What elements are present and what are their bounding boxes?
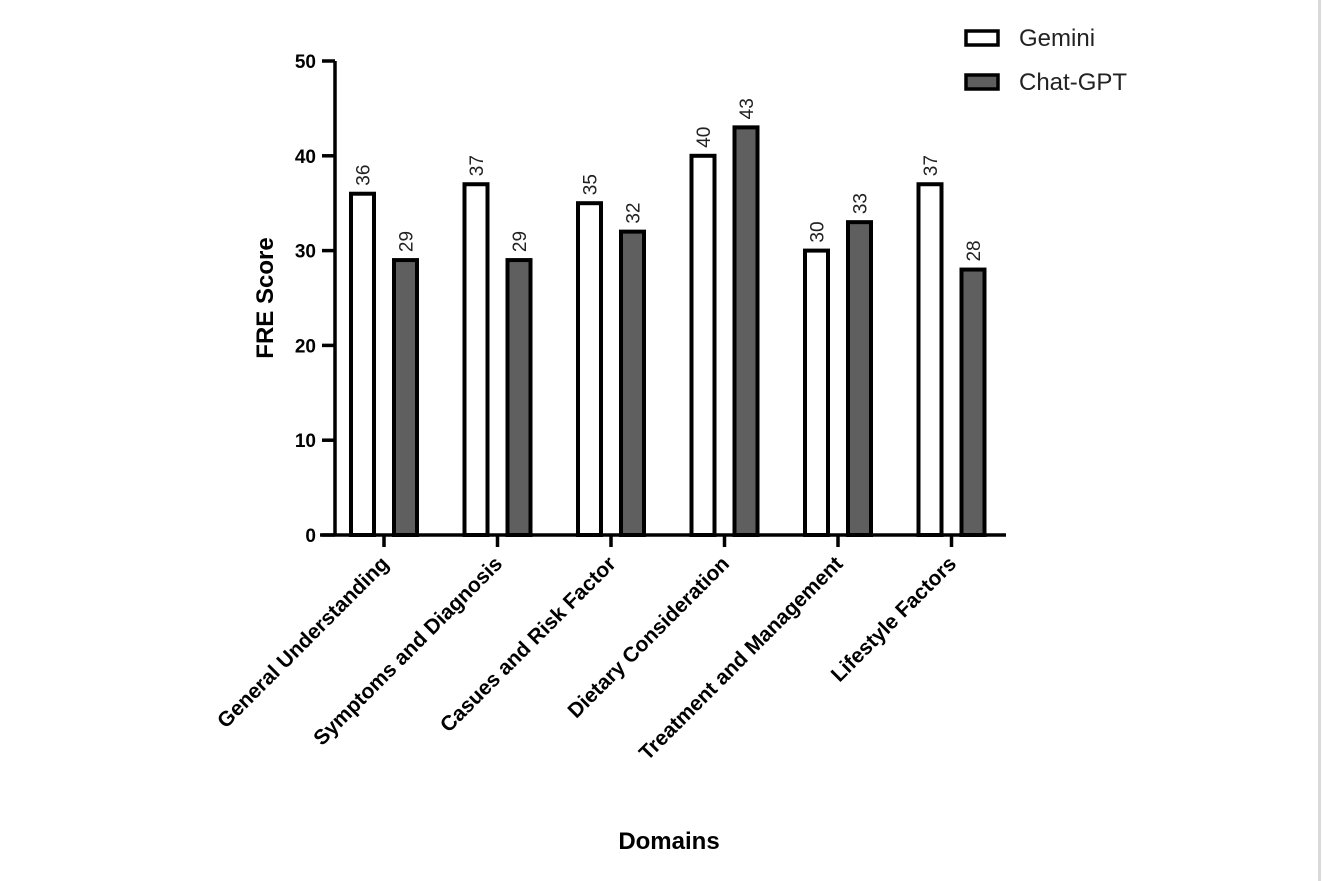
bar-chat-gpt xyxy=(392,258,419,537)
bar-value-label: 43 xyxy=(737,98,758,119)
y-tick-label: 10 xyxy=(295,431,316,452)
frame-border xyxy=(1318,0,1321,881)
y-tick-label: 40 xyxy=(295,147,316,168)
x-category-label: Symptoms and Diagnosis xyxy=(309,552,507,750)
bar-value-label: 37 xyxy=(921,155,942,176)
bar-chat-gpt xyxy=(505,258,533,537)
legend-swatch xyxy=(964,73,1000,91)
bar-chat-gpt xyxy=(959,267,987,537)
y-tick-label: 30 xyxy=(295,242,316,263)
y-ticks-layer: 0 10 20 30 40 50 xyxy=(295,52,335,547)
x-category-label: Lifestyle Factors xyxy=(827,552,961,686)
bar-value-label: 33 xyxy=(851,193,872,214)
legend-label: Chat-GPT xyxy=(1019,69,1127,96)
bars-layer xyxy=(349,125,987,538)
bar-value-label: 28 xyxy=(964,240,985,261)
value-labels-layer: 36 29 37 29 35 32 40 43 30 33 37 28 xyxy=(354,98,986,261)
y-tick-label: 50 xyxy=(295,52,316,73)
bar-value-label: 29 xyxy=(510,231,531,252)
y-tick-label: 20 xyxy=(295,336,316,357)
bar-value-label: 36 xyxy=(354,165,375,186)
bar-gemini xyxy=(916,182,944,538)
bar-value-label: 30 xyxy=(808,221,829,242)
y-axis-title: FRE Score xyxy=(252,237,279,358)
bar-value-label: 35 xyxy=(581,174,602,195)
bar-value-label: 37 xyxy=(467,155,488,176)
legend: Gemini Chat-GPT xyxy=(964,25,1127,96)
bar-gemini xyxy=(689,153,717,538)
legend-swatch xyxy=(964,29,1000,47)
bar-value-label: 40 xyxy=(694,127,715,148)
bar-gemini xyxy=(803,248,830,537)
bar-gemini xyxy=(349,191,376,537)
bar-gemini xyxy=(576,201,603,537)
bar-chat-gpt xyxy=(846,220,873,537)
bar-value-label: 29 xyxy=(397,231,418,252)
bar-chat-gpt xyxy=(732,125,760,538)
bar-value-label: 32 xyxy=(624,202,645,223)
x-category-label: Treatment and Management xyxy=(635,552,848,765)
bar-gemini xyxy=(462,182,490,538)
x-axis-title: Domains xyxy=(618,828,719,855)
axes-layer xyxy=(320,61,1006,537)
y-tick-label: 0 xyxy=(305,526,316,547)
bar-chat-gpt xyxy=(619,229,646,537)
legend-label: Gemini xyxy=(1019,25,1095,52)
